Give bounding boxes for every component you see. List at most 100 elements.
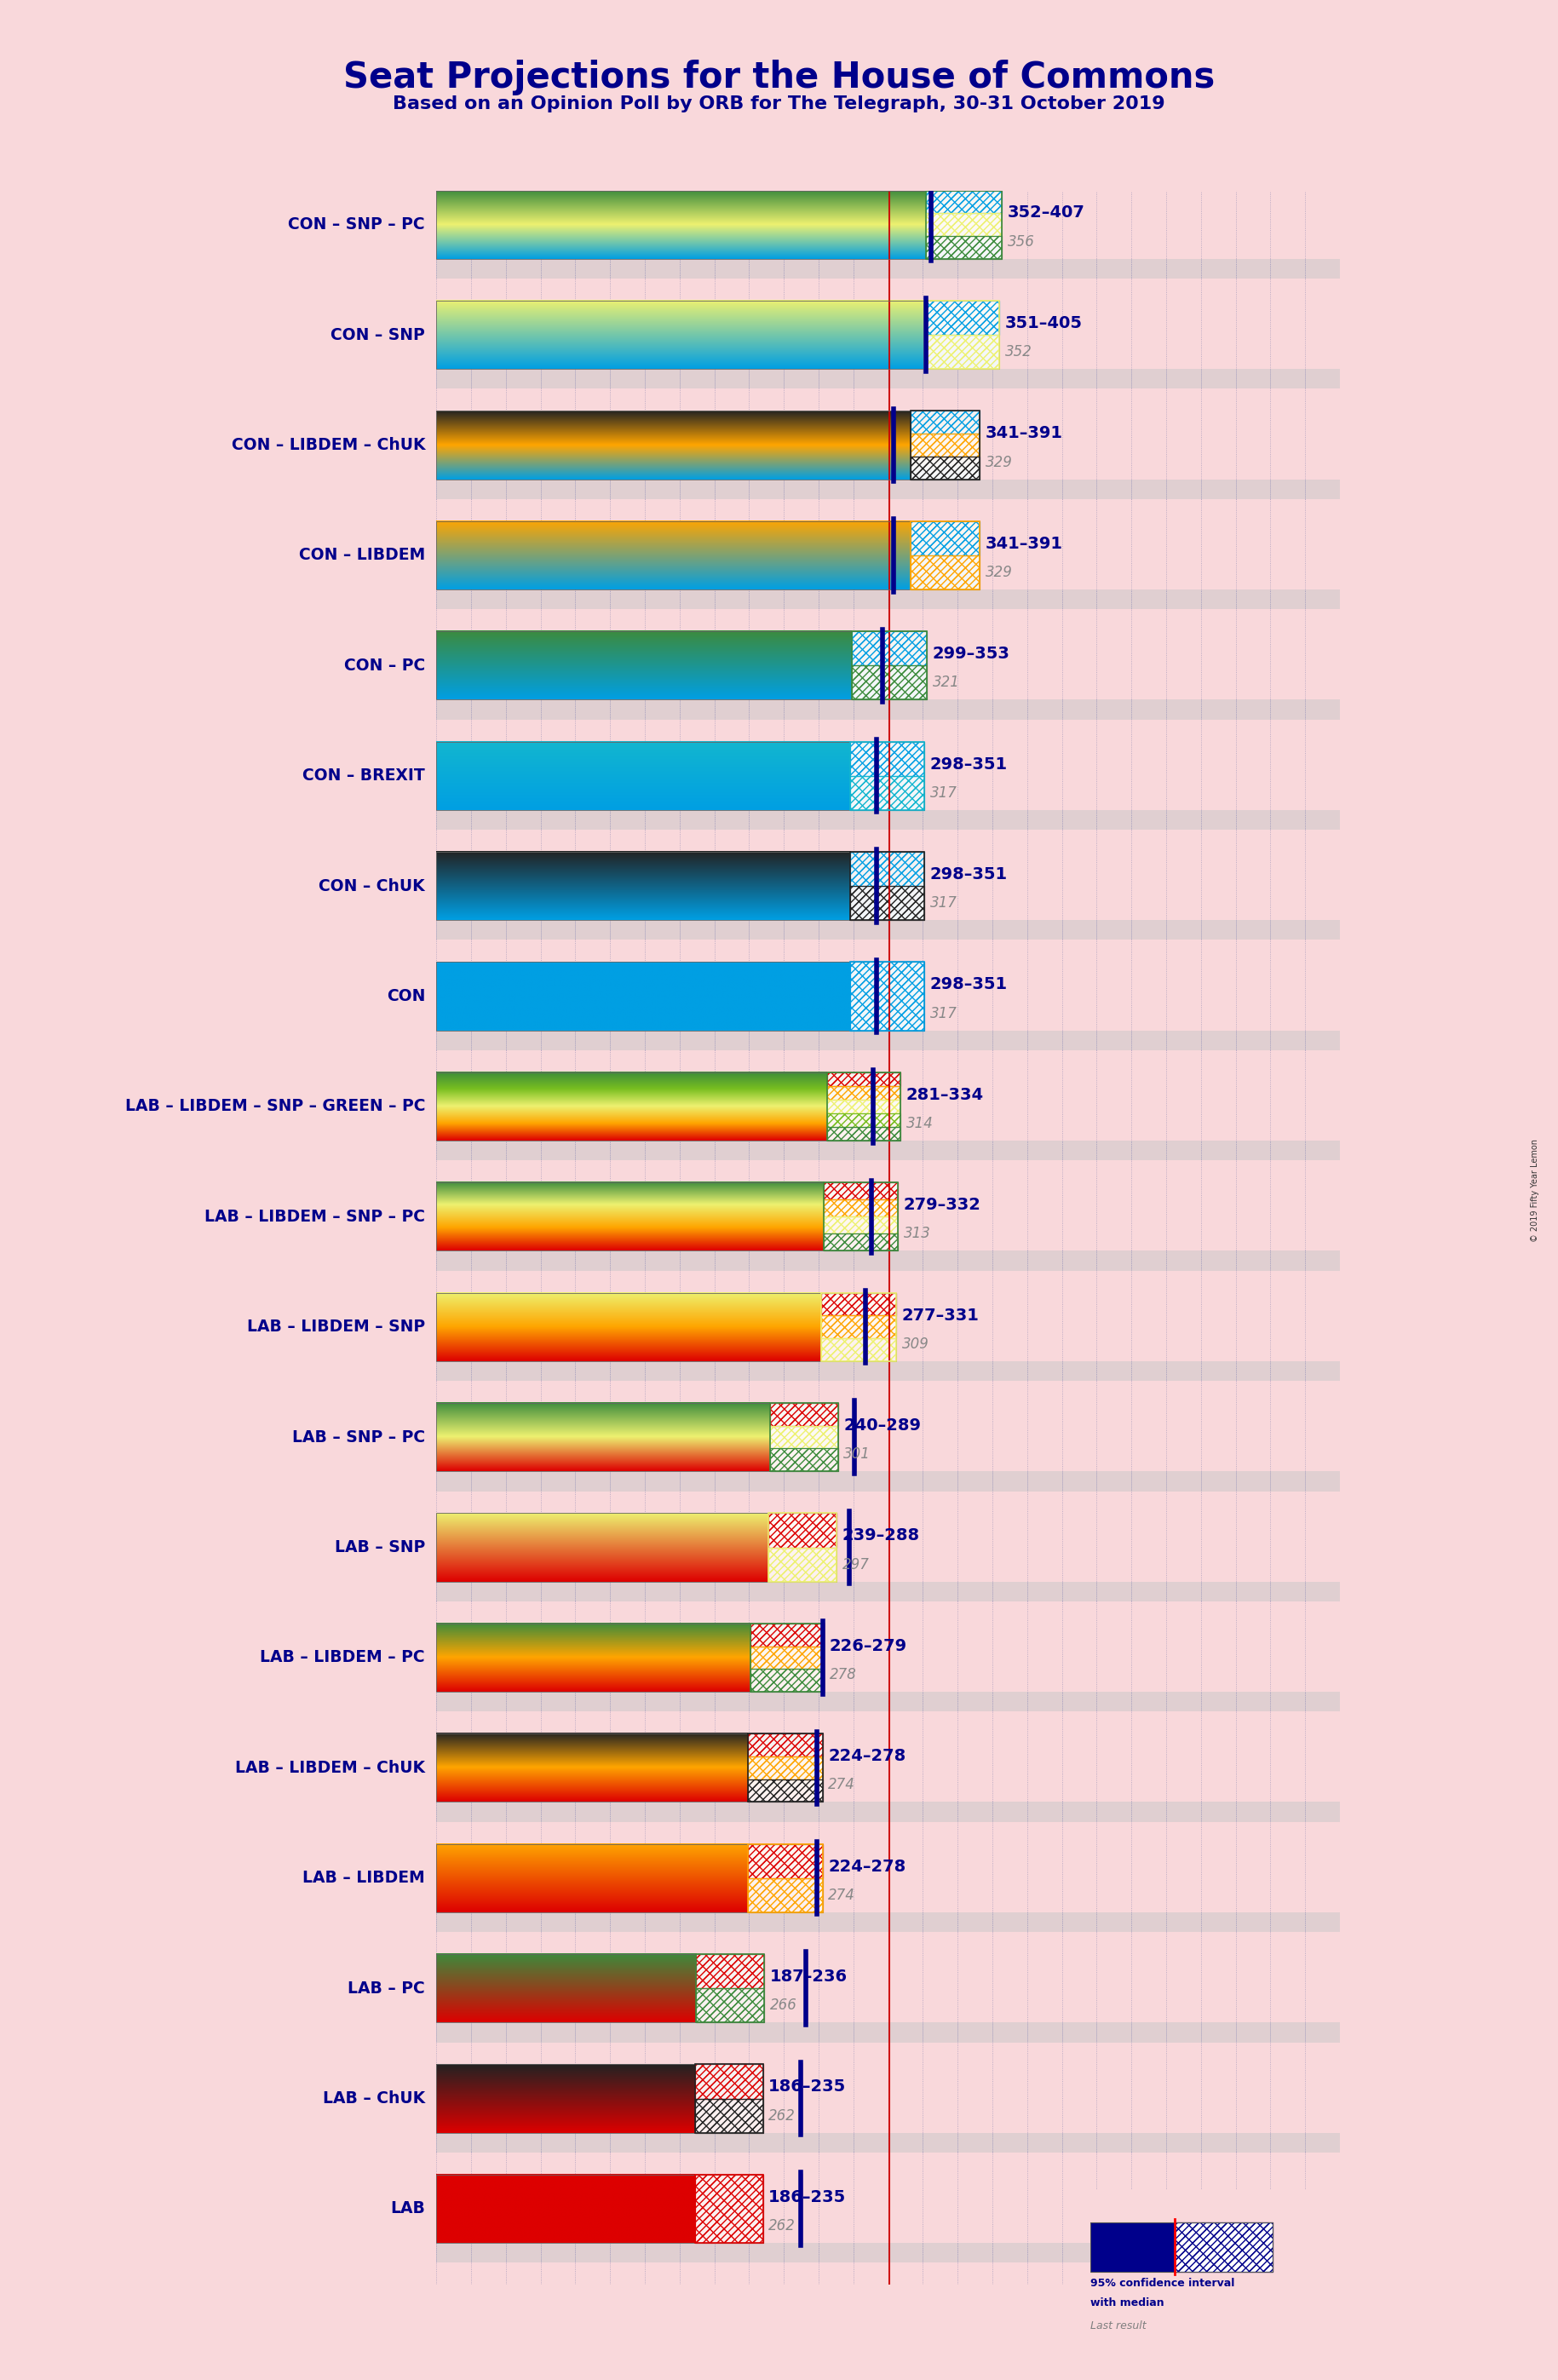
Bar bbox=[824, 1183, 897, 1200]
Bar bbox=[824, 1216, 897, 1233]
Bar bbox=[925, 236, 1002, 259]
Bar bbox=[768, 1547, 837, 1583]
Bar bbox=[851, 885, 924, 921]
Bar bbox=[910, 412, 980, 478]
Bar bbox=[436, 1623, 824, 1692]
Bar bbox=[768, 1547, 837, 1583]
Bar bbox=[436, 2023, 1340, 2042]
Text: LAB – LIBDEM – SNP: LAB – LIBDEM – SNP bbox=[248, 1319, 425, 1335]
Bar bbox=[851, 743, 924, 776]
Bar bbox=[751, 1647, 824, 1668]
Bar bbox=[852, 631, 927, 700]
Bar bbox=[748, 1756, 823, 1780]
Bar bbox=[696, 1954, 765, 1987]
Bar bbox=[748, 1780, 823, 1802]
Bar bbox=[851, 776, 924, 809]
Text: LAB: LAB bbox=[391, 2202, 425, 2216]
Bar bbox=[695, 2063, 763, 2099]
Bar bbox=[436, 700, 1340, 719]
Bar bbox=[910, 521, 980, 555]
Bar bbox=[748, 1733, 823, 1802]
Bar bbox=[436, 2063, 763, 2132]
Bar bbox=[436, 743, 924, 809]
Bar bbox=[436, 1692, 1340, 1711]
Bar bbox=[910, 555, 980, 590]
Bar bbox=[436, 1844, 823, 1911]
Text: 329: 329 bbox=[985, 564, 1013, 581]
Bar bbox=[910, 555, 980, 590]
Bar bbox=[436, 631, 927, 700]
Bar bbox=[751, 1623, 824, 1647]
Bar bbox=[851, 962, 924, 1031]
Bar bbox=[1175, 2223, 1273, 2271]
Bar bbox=[770, 1449, 838, 1471]
Bar bbox=[768, 1514, 837, 1547]
Text: 278: 278 bbox=[830, 1666, 857, 1683]
Bar bbox=[821, 1316, 896, 1338]
Text: 351–405: 351–405 bbox=[1005, 314, 1083, 331]
Bar bbox=[821, 1338, 896, 1361]
Bar bbox=[821, 1338, 896, 1361]
Text: CON – BREXIT: CON – BREXIT bbox=[302, 769, 425, 783]
Text: LAB – ChUK: LAB – ChUK bbox=[323, 2090, 425, 2106]
Bar bbox=[1091, 2223, 1273, 2271]
Text: 298–351: 298–351 bbox=[930, 976, 1008, 992]
Bar bbox=[436, 1583, 1340, 1602]
Text: 352–407: 352–407 bbox=[1008, 205, 1084, 221]
Bar bbox=[748, 1733, 823, 1756]
Bar bbox=[910, 433, 980, 457]
Bar bbox=[851, 962, 924, 1031]
Bar bbox=[821, 1292, 896, 1316]
Text: with median: with median bbox=[1091, 2297, 1164, 2309]
Text: 356: 356 bbox=[1008, 233, 1035, 250]
Text: Based on an Opinion Poll by ORB for The Telegraph, 30-31 October 2019: Based on an Opinion Poll by ORB for The … bbox=[393, 95, 1165, 112]
Bar bbox=[436, 1402, 838, 1471]
Bar bbox=[748, 1780, 823, 1802]
Text: 224–278: 224–278 bbox=[829, 1859, 907, 1875]
Text: 321: 321 bbox=[933, 676, 960, 690]
Text: 317: 317 bbox=[930, 1007, 957, 1021]
Bar bbox=[821, 1338, 896, 1361]
Text: © 2019 Fifty Year Lemon: © 2019 Fifty Year Lemon bbox=[1530, 1138, 1539, 1242]
Bar bbox=[748, 1780, 823, 1802]
Bar bbox=[436, 1514, 837, 1583]
Text: 309: 309 bbox=[902, 1335, 929, 1352]
Bar bbox=[851, 962, 924, 1031]
Bar bbox=[695, 2099, 763, 2132]
Bar bbox=[1091, 2223, 1175, 2271]
Bar bbox=[695, 2099, 763, 2132]
Bar bbox=[770, 1426, 838, 1449]
Text: 239–288: 239–288 bbox=[843, 1528, 919, 1545]
Bar bbox=[852, 666, 927, 700]
Bar bbox=[821, 1292, 896, 1361]
Bar bbox=[748, 1733, 823, 1756]
Text: LAB – LIBDEM – PC: LAB – LIBDEM – PC bbox=[260, 1649, 425, 1666]
Bar bbox=[436, 1361, 1340, 1380]
Bar bbox=[910, 433, 980, 457]
Text: 298–351: 298–351 bbox=[930, 757, 1008, 771]
Bar bbox=[748, 1756, 823, 1780]
Text: 317: 317 bbox=[930, 895, 957, 912]
Bar bbox=[852, 631, 927, 666]
Text: 352: 352 bbox=[1005, 345, 1031, 359]
Bar bbox=[910, 412, 980, 433]
Bar bbox=[748, 1756, 823, 1780]
Bar bbox=[751, 1623, 824, 1692]
Bar bbox=[436, 478, 1340, 500]
Bar bbox=[770, 1402, 838, 1426]
Bar bbox=[851, 743, 924, 809]
Text: 262: 262 bbox=[768, 2109, 796, 2123]
Text: 297: 297 bbox=[843, 1557, 869, 1573]
Bar bbox=[851, 776, 924, 809]
Bar bbox=[768, 1547, 837, 1583]
Bar bbox=[821, 1316, 896, 1338]
Bar bbox=[824, 1200, 897, 1216]
Bar bbox=[827, 1073, 901, 1085]
Bar bbox=[827, 1126, 901, 1140]
Bar bbox=[695, 2175, 763, 2242]
Text: 341–391: 341–391 bbox=[985, 536, 1063, 552]
Bar bbox=[821, 1292, 896, 1316]
Text: CON – SNP – PC: CON – SNP – PC bbox=[288, 217, 425, 233]
Bar bbox=[925, 214, 1002, 236]
Bar bbox=[436, 369, 1340, 388]
